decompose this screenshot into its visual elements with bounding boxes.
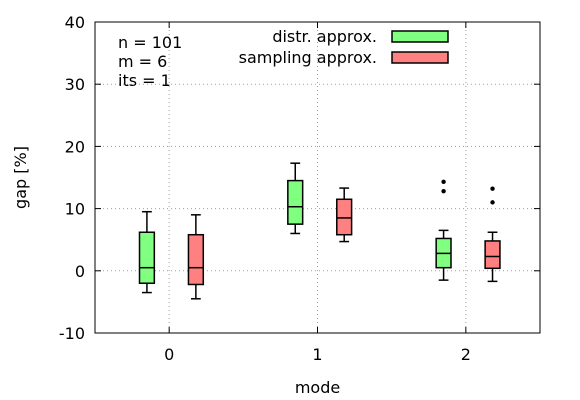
- annotation-n: n = 101: [118, 33, 182, 52]
- y-tick-label: 10: [65, 200, 85, 219]
- box-1-1: [336, 187, 353, 243]
- y-tick-label: 30: [65, 75, 85, 94]
- outlier-point: [490, 200, 495, 205]
- legend-label-sampling-approx: sampling approx.: [239, 48, 377, 67]
- y-axis-label: gap [%]: [11, 146, 30, 209]
- box-1-0: [187, 214, 205, 300]
- x-tick-label: 2: [461, 345, 471, 364]
- box-iqr: [484, 240, 501, 270]
- outlier-point: [490, 186, 495, 191]
- box-iqr: [138, 231, 156, 284]
- axis-ticks: -10 0 10 20 30 40 0 1 2: [59, 13, 540, 364]
- annotations: n = 101 m = 6 its = 1: [118, 33, 182, 90]
- legend-swatch-sampling-approx: [391, 51, 449, 64]
- x-tick-label: 0: [164, 345, 174, 364]
- annotation-m: m = 6: [118, 52, 167, 71]
- legend-label-distr-approx: distr. approx.: [272, 27, 377, 46]
- y-tick-label: 40: [65, 13, 85, 32]
- legend: distr. approx. sampling approx.: [239, 27, 449, 67]
- box-0-2: [435, 179, 452, 281]
- y-tick-label: -10: [59, 324, 85, 343]
- x-tick-label: 1: [312, 345, 322, 364]
- legend-swatch-distr-approx: [391, 30, 449, 43]
- x-axis-label: mode: [295, 378, 340, 397]
- outlier-point: [441, 188, 446, 194]
- box-iqr: [287, 179, 304, 225]
- box-iqr: [336, 198, 353, 236]
- box-1-2: [484, 186, 501, 283]
- annotation-its: its = 1: [118, 71, 171, 90]
- outlier-point: [441, 179, 446, 185]
- plot-frame: [94, 21, 541, 334]
- box-iqr: [187, 233, 205, 286]
- box-0-0: [138, 210, 156, 294]
- box-0-1: [287, 162, 304, 235]
- y-tick-label: 20: [65, 137, 85, 156]
- y-tick-label: 0: [75, 262, 85, 281]
- boxes: [138, 162, 501, 300]
